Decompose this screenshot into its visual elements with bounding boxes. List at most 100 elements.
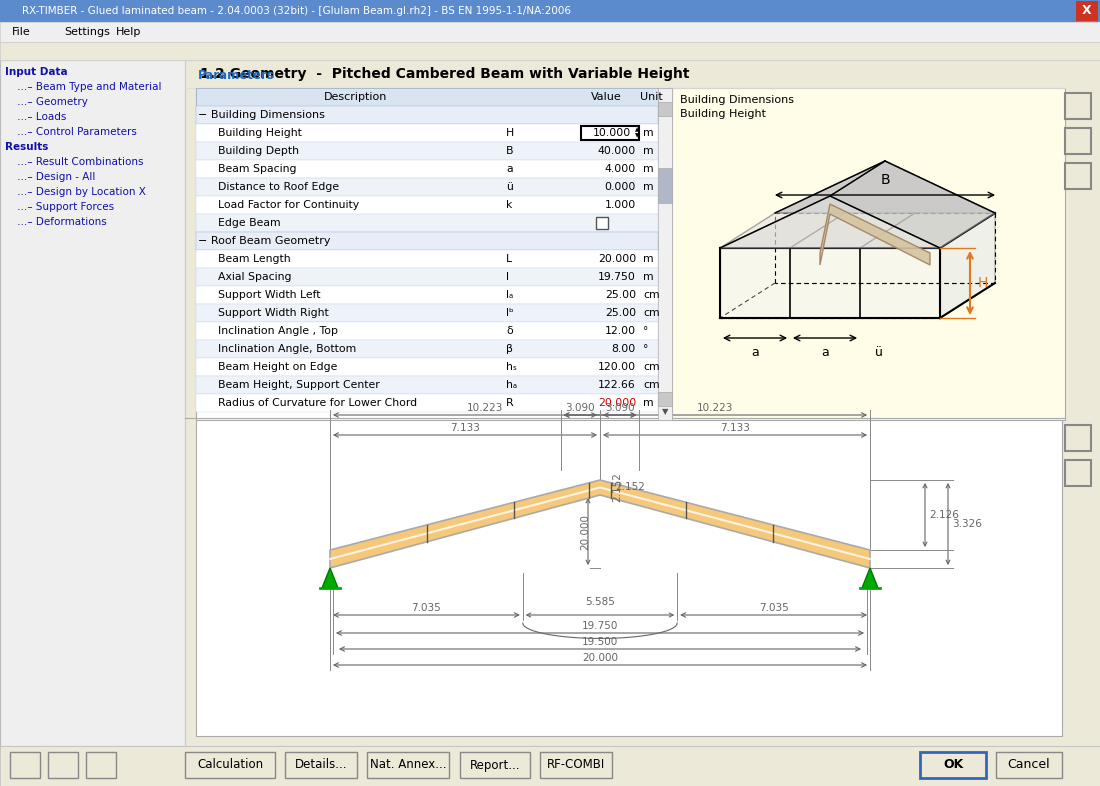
Bar <box>86 752 116 778</box>
Bar <box>196 340 658 358</box>
Text: 120.00: 120.00 <box>598 362 636 372</box>
Text: Cancel: Cancel <box>1008 758 1050 772</box>
Bar <box>658 392 672 406</box>
Text: 25.00: 25.00 <box>605 290 636 300</box>
Bar <box>185 60 1100 88</box>
Bar <box>0 746 1100 786</box>
Text: 5.585: 5.585 <box>585 597 615 607</box>
Text: 4.000: 4.000 <box>605 164 636 174</box>
Bar <box>460 752 530 778</box>
Bar <box>0 60 185 746</box>
Bar <box>920 752 986 778</box>
Bar <box>196 178 658 196</box>
Bar <box>196 142 658 160</box>
Text: Axial Spacing: Axial Spacing <box>218 272 292 282</box>
Text: 20.000: 20.000 <box>597 398 636 408</box>
Text: Settings: Settings <box>64 27 110 37</box>
Text: cm: cm <box>644 380 660 390</box>
Text: a: a <box>751 346 759 359</box>
Text: …– Result Combinations: …– Result Combinations <box>16 157 143 167</box>
Bar <box>196 214 658 232</box>
Text: 10.000: 10.000 <box>593 128 631 138</box>
Bar <box>196 268 658 286</box>
Text: 10.223: 10.223 <box>466 403 503 413</box>
Text: …– Geometry: …– Geometry <box>16 97 88 107</box>
Text: Building Depth: Building Depth <box>218 146 299 156</box>
Text: 7.133: 7.133 <box>450 423 480 433</box>
Text: Details...: Details... <box>295 758 348 772</box>
Polygon shape <box>720 161 886 248</box>
Text: Load Factor for Continuity: Load Factor for Continuity <box>218 200 359 210</box>
Bar <box>196 286 658 304</box>
Text: H: H <box>978 276 989 290</box>
Text: 122.66: 122.66 <box>598 380 636 390</box>
Bar <box>672 88 1065 420</box>
Polygon shape <box>820 204 930 265</box>
Bar <box>1065 128 1091 154</box>
Text: H: H <box>506 128 515 138</box>
Bar <box>196 322 658 340</box>
Bar <box>0 22 1100 42</box>
Text: m: m <box>644 146 653 156</box>
Text: Inclination Angle , Top: Inclination Angle , Top <box>218 326 338 336</box>
Bar <box>185 752 275 778</box>
Text: B: B <box>506 146 514 156</box>
Text: lₐ: lₐ <box>506 290 514 300</box>
Text: l: l <box>506 272 509 282</box>
Text: Beam Height, Support Center: Beam Height, Support Center <box>218 380 380 390</box>
Text: hₐ: hₐ <box>506 380 517 390</box>
Bar <box>196 394 658 412</box>
Bar <box>1076 1 1098 21</box>
Text: …– Beam Type and Material: …– Beam Type and Material <box>16 82 162 92</box>
Polygon shape <box>322 568 338 588</box>
Bar <box>196 376 658 394</box>
Text: 12.00: 12.00 <box>605 326 636 336</box>
Bar <box>581 126 639 140</box>
Text: 19.500: 19.500 <box>582 637 618 647</box>
Text: °: ° <box>644 344 648 354</box>
Text: Report...: Report... <box>470 758 520 772</box>
Text: Parameters: Parameters <box>198 69 275 82</box>
Bar <box>196 250 658 268</box>
Text: Inclination Angle, Bottom: Inclination Angle, Bottom <box>218 344 356 354</box>
Bar <box>196 420 1062 736</box>
Bar <box>285 752 358 778</box>
Text: RF-COMBI: RF-COMBI <box>547 758 605 772</box>
Bar <box>185 60 1100 746</box>
Text: Input Data: Input Data <box>6 67 67 77</box>
Text: Building Height: Building Height <box>218 128 301 138</box>
Text: 8.00: 8.00 <box>612 344 636 354</box>
Bar <box>196 106 658 124</box>
Polygon shape <box>940 213 996 318</box>
Text: 7.035: 7.035 <box>411 603 441 613</box>
Text: Calculation: Calculation <box>197 758 263 772</box>
Text: Support Width Right: Support Width Right <box>218 308 329 318</box>
Bar <box>658 168 672 203</box>
Text: 20.000: 20.000 <box>580 513 590 549</box>
Bar <box>196 160 658 178</box>
Text: m: m <box>644 272 653 282</box>
Text: Help: Help <box>116 27 142 37</box>
Text: 3.090: 3.090 <box>565 403 595 413</box>
Polygon shape <box>330 480 870 568</box>
Polygon shape <box>720 248 940 318</box>
Polygon shape <box>862 568 878 588</box>
Text: a: a <box>506 164 513 174</box>
Bar <box>10 752 40 778</box>
Polygon shape <box>720 196 940 248</box>
Text: β: β <box>506 344 513 354</box>
Text: …– Support Forces: …– Support Forces <box>16 202 114 212</box>
Text: 40.000: 40.000 <box>597 146 636 156</box>
Text: 25.00: 25.00 <box>605 308 636 318</box>
Text: 10.223: 10.223 <box>697 403 734 413</box>
Text: 20.000: 20.000 <box>582 653 618 663</box>
Text: Description: Description <box>324 92 387 102</box>
Bar <box>196 196 658 214</box>
Polygon shape <box>776 161 996 213</box>
Bar <box>48 752 78 778</box>
Text: …– Control Parameters: …– Control Parameters <box>16 127 136 137</box>
Text: 0.000: 0.000 <box>605 182 636 192</box>
Text: Radius of Curvature for Lower Chord: Radius of Curvature for Lower Chord <box>218 398 417 408</box>
Text: ▲: ▲ <box>635 127 639 133</box>
Text: k: k <box>506 200 513 210</box>
